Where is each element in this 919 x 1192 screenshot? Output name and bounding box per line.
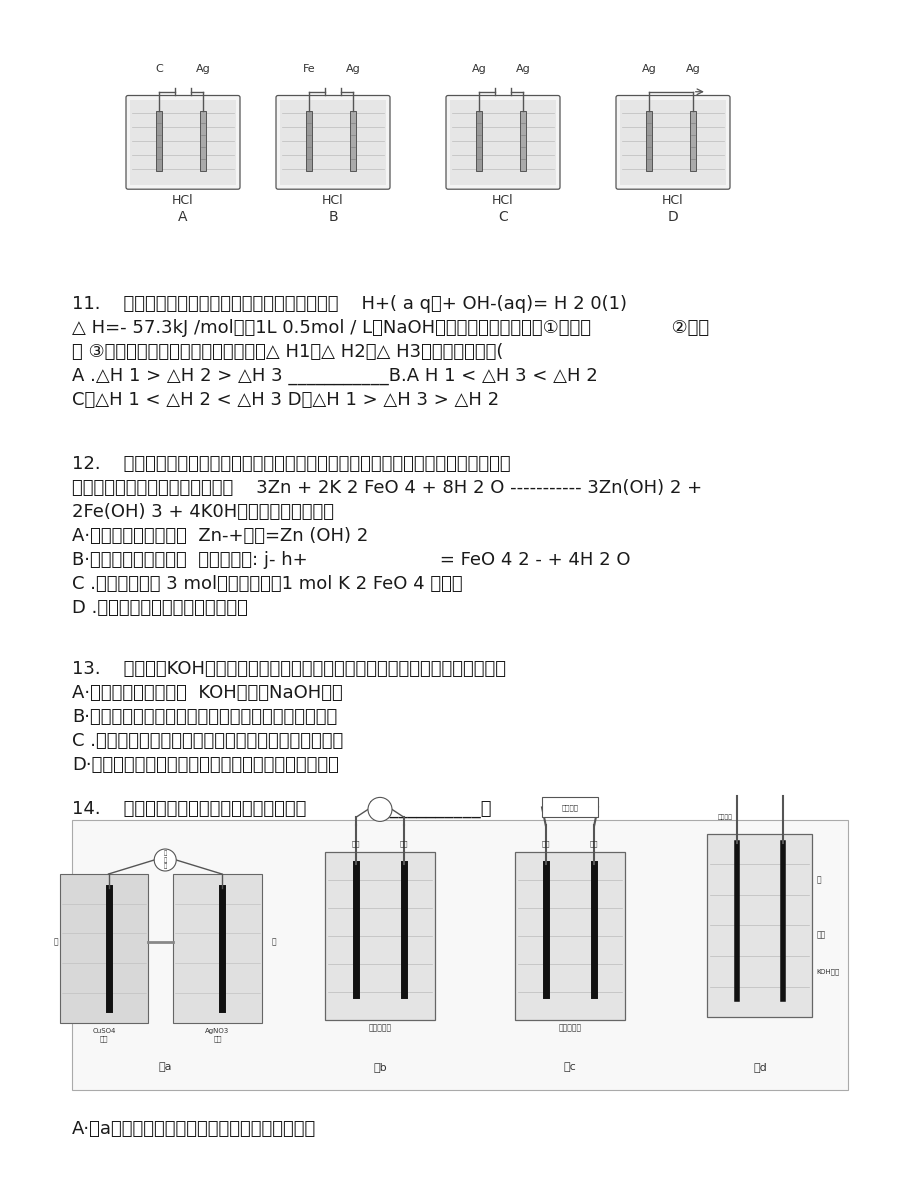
FancyBboxPatch shape <box>276 95 390 190</box>
Text: HCl: HCl <box>492 194 513 207</box>
Text: C: C <box>497 210 507 224</box>
Text: Ag: Ag <box>471 64 485 74</box>
Text: Ag: Ag <box>641 64 655 74</box>
Text: C .放电时每转移 3 mol电子，正极有1 mol K 2 FeO 4 被氧化: C .放电时每转移 3 mol电子，正极有1 mol K 2 FeO 4 被氧化 <box>72 575 462 592</box>
Text: 图d: 图d <box>753 1062 766 1072</box>
Text: B: B <box>328 210 337 224</box>
Text: 12.    高铁电池是一种新型可充电电池，与普通高能电池相比，该电池长时间保持稳定的: 12. 高铁电池是一种新型可充电电池，与普通高能电池相比，该电池长时间保持稳定的 <box>72 455 510 473</box>
Text: HCl: HCl <box>662 194 683 207</box>
Text: C .盛装未知液的锥形瓶用蒸馏水洗过后再用未知液润洗: C .盛装未知液的锥形瓶用蒸馏水洗过后再用未知液润洗 <box>72 732 343 750</box>
Text: AgNO3
溶液: AgNO3 溶液 <box>205 1028 230 1042</box>
Text: CuSO4
溶液: CuSO4 溶液 <box>92 1028 116 1042</box>
Bar <box>279 99 386 185</box>
Bar <box>515 852 624 1020</box>
Text: 酸 ③稀磷酸，恰好完全反应时的热效应△ H1、△ H2、△ H3的关系正确的是(: 酸 ③稀磷酸，恰好完全反应时的热效应△ H1、△ H2、△ H3的关系正确的是( <box>72 343 503 361</box>
Text: 图b: 图b <box>373 1062 386 1072</box>
Text: B·充电时阳极反应为：  血〔）））: j- h+                       = FeO 4 2 - + 4H 2 O: B·充电时阳极反应为： 血〔）））: j- h+ = FeO 4 2 - + 4… <box>72 551 630 569</box>
Bar <box>199 111 206 172</box>
Text: Ag: Ag <box>685 64 699 74</box>
Text: KOH溶液: KOH溶液 <box>816 968 839 975</box>
Text: HCl: HCl <box>322 194 344 207</box>
Bar <box>707 833 811 1017</box>
Text: 电
流
计: 电 流 计 <box>164 851 166 869</box>
Text: C: C <box>154 64 163 74</box>
Circle shape <box>368 797 391 821</box>
Text: D .放电时正极附近溶液的碱性增强: D .放电时正极附近溶液的碱性增强 <box>72 600 247 617</box>
Text: Ag: Ag <box>195 64 210 74</box>
Text: 13.    用标准的KOH溶液滴定未知浓度的盐酸，若测定结果偏低，其原因可能是（）: 13. 用标准的KOH溶液滴定未知浓度的盐酸，若测定结果偏低，其原因可能是（） <box>72 660 505 678</box>
Text: 11.    强酸与强碱的稀溶液发生中和反应的热效应：    H+( a q）+ OH-(aq)= H 2 0(1): 11. 强酸与强碱的稀溶液发生中和反应的热效应： H+( a q）+ OH-(a… <box>72 294 627 313</box>
Circle shape <box>154 849 176 871</box>
Text: Ag: Ag <box>515 64 529 74</box>
Text: 气体进口: 气体进口 <box>717 814 732 820</box>
Text: 石墨: 石墨 <box>541 840 550 848</box>
Bar <box>305 111 312 172</box>
FancyBboxPatch shape <box>126 95 240 190</box>
Text: HCl: HCl <box>172 194 194 207</box>
Text: A .△H 1 > △H 2 > △H 3 ___________B.A H 1 < △H 3 < △H 2: A .△H 1 > △H 2 > △H 3 ___________B.A H 1… <box>72 367 597 385</box>
Bar <box>324 852 435 1020</box>
Text: 14.    有关下列电化学装置的说法中正确的是           （___________）: 14. 有关下列电化学装置的说法中正确的是 （___________） <box>72 800 491 818</box>
Bar <box>449 99 555 185</box>
Text: A: A <box>178 210 187 224</box>
Text: D: D <box>667 210 677 224</box>
Bar <box>475 111 482 172</box>
Text: 钢棒: 钢棒 <box>589 840 597 848</box>
Text: 铁: 铁 <box>816 875 821 884</box>
Text: 直流电源: 直流电源 <box>561 805 578 811</box>
Text: A·放电时负极反应为：  Zn-+钢）=Zn (OH) 2: A·放电时负极反应为： Zn-+钢）=Zn (OH) 2 <box>72 527 368 545</box>
Text: B·滴定终点读数时，仰视滴定管的刻度，其他操作正确: B·滴定终点读数时，仰视滴定管的刻度，其他操作正确 <box>72 708 337 726</box>
FancyBboxPatch shape <box>446 95 560 190</box>
FancyBboxPatch shape <box>616 95 729 190</box>
Text: A·配制标准溶液的固体  KOH中混有NaOH杂质: A·配制标准溶液的固体 KOH中混有NaOH杂质 <box>72 684 343 702</box>
Bar <box>72 820 847 1089</box>
Text: 钢棒: 钢棒 <box>400 840 408 848</box>
Bar <box>349 111 356 172</box>
Text: Ag: Ag <box>345 64 359 74</box>
Text: C．△H 1 < △H 2 < △H 3 D．△H 1 > △H 3 > △H 2: C．△H 1 < △H 2 < △H 3 D．△H 1 > △H 3 > △H … <box>72 391 499 409</box>
Bar <box>541 797 597 818</box>
Text: 硫酸铜溶液: 硫酸铜溶液 <box>368 1024 391 1032</box>
Text: 放电电压。高铁电池的总反应为：    3Zn + 2K 2 FeO 4 + 8H 2 O ----------- 3Zn(OH) 2 +: 放电电压。高铁电池的总反应为： 3Zn + 2K 2 FeO 4 + 8H 2 … <box>72 479 701 497</box>
Text: △ H=- 57.3kJ /mol。向1L 0.5mol / L的NaOH容液中加入下列物质：①稀醋酸              ②浓硫: △ H=- 57.3kJ /mol。向1L 0.5mol / L的NaOH容液中… <box>72 319 709 337</box>
Text: A·图a是原电池装置，可以实现化学能转化为电能: A·图a是原电池装置，可以实现化学能转化为电能 <box>72 1120 316 1138</box>
Text: D·滴定到终点读数时，发现滴定管尖嘴处悬挂一滴溶液: D·滴定到终点读数时，发现滴定管尖嘴处悬挂一滴溶液 <box>72 756 338 774</box>
Bar <box>689 111 695 172</box>
Text: 图c: 图c <box>563 1062 575 1072</box>
Bar <box>173 874 261 1023</box>
Text: 石墨: 石墨 <box>816 930 825 939</box>
Text: 硫酸铜溶液: 硫酸铜溶液 <box>558 1024 581 1032</box>
Bar <box>645 111 651 172</box>
Text: 石墨: 石墨 <box>351 840 359 848</box>
Bar <box>155 111 162 172</box>
Text: Fe: Fe <box>302 64 315 74</box>
Bar <box>619 99 725 185</box>
Text: 2Fe(OH) 3 + 4K0H下列叙述不正确的是: 2Fe(OH) 3 + 4K0H下列叙述不正确的是 <box>72 503 334 521</box>
Bar <box>130 99 236 185</box>
Bar <box>60 874 148 1023</box>
Text: 图a: 图a <box>158 1062 172 1072</box>
Text: 铁: 铁 <box>53 937 58 946</box>
Bar <box>519 111 526 172</box>
Text: 铜: 铜 <box>272 937 277 946</box>
